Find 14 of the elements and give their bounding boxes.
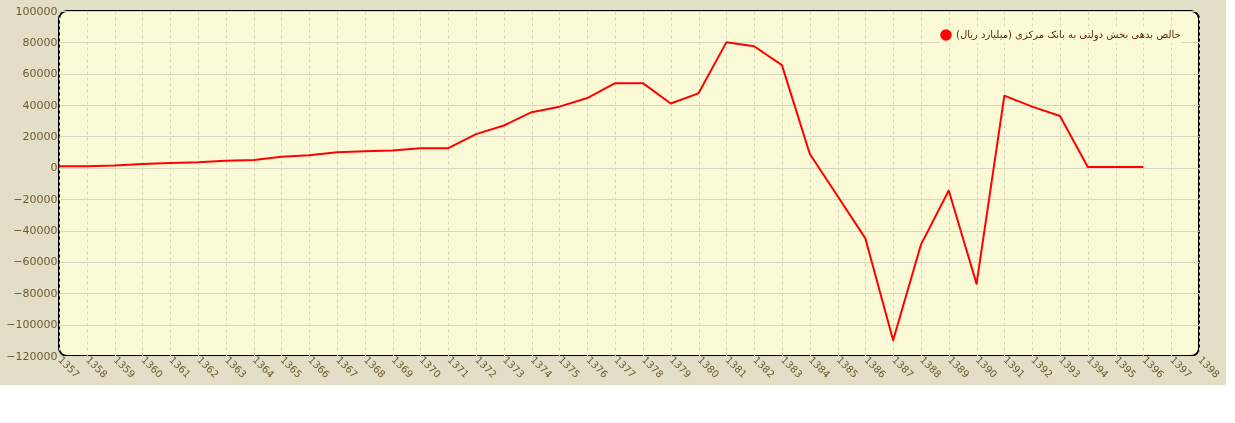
y-tick-label: −100000 bbox=[6, 318, 58, 332]
y-tick-label: 60000 bbox=[22, 67, 58, 81]
line-series bbox=[58, 41, 1145, 342]
y-tick-label: −40000 bbox=[13, 224, 58, 238]
legend-label: خالص بدهی بخش دولتی به بانک مرکزی (میلیارد ریال) bbox=[956, 29, 1181, 41]
y-tick-label: −120000 bbox=[6, 349, 58, 363]
y-tick-label: −80000 bbox=[13, 286, 58, 300]
y-tick-label: 40000 bbox=[22, 98, 58, 112]
y-tick-label: 20000 bbox=[22, 129, 58, 143]
y-tick-label: −60000 bbox=[13, 255, 58, 269]
y-tick-label: 0 bbox=[50, 161, 58, 175]
y-tick-label: −20000 bbox=[13, 192, 58, 206]
y-tick-label: 80000 bbox=[22, 35, 58, 49]
y-tick-label: 100000 bbox=[15, 4, 58, 18]
